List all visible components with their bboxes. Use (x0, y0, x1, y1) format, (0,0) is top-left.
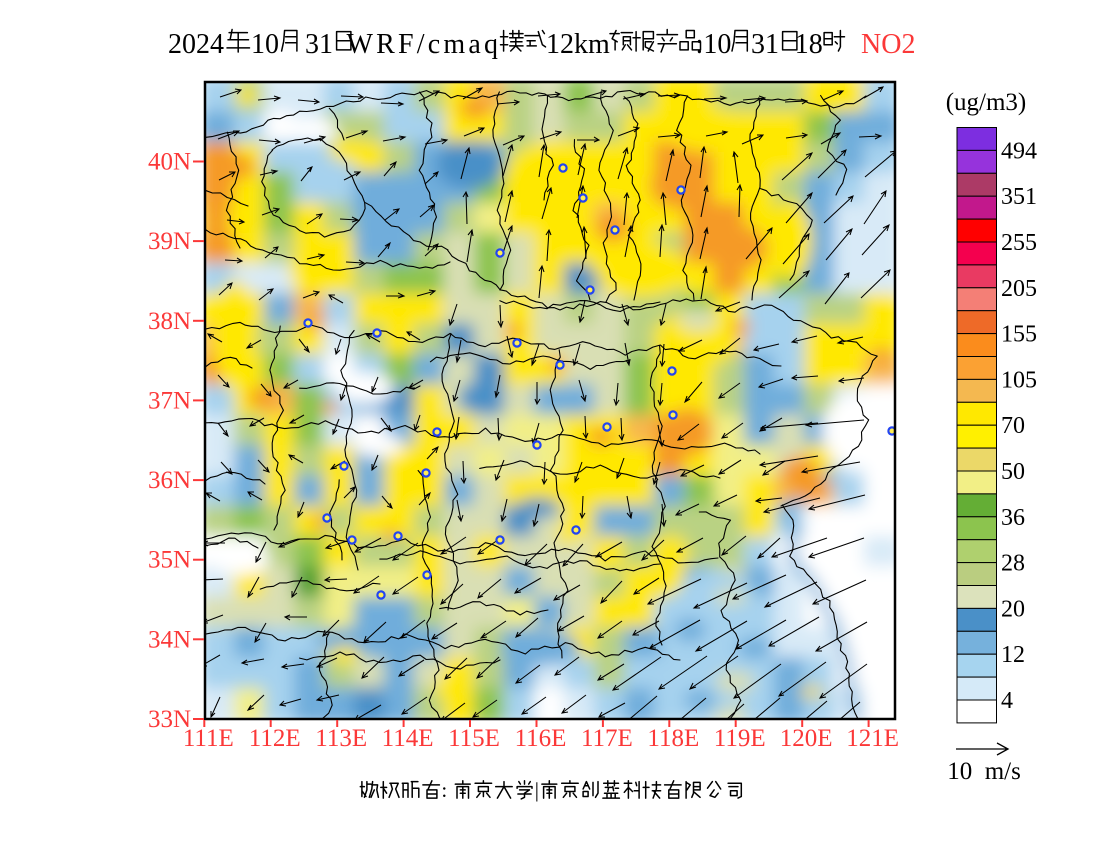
svg-text:114E: 114E (382, 725, 434, 752)
svg-text:50: 50 (1001, 459, 1025, 485)
svg-text:38N: 38N (148, 308, 191, 335)
svg-text:36: 36 (1001, 505, 1025, 531)
svg-text:205: 205 (1001, 276, 1037, 302)
svg-text:36N: 36N (148, 467, 191, 494)
svg-text:31: 31 (305, 29, 333, 60)
svg-text:121E: 121E (846, 725, 899, 752)
svg-text:20: 20 (1001, 596, 1025, 622)
svg-text:10: 10 (703, 29, 731, 60)
svg-text:10 m/s: 10 m/s (947, 758, 1021, 785)
svg-text:28: 28 (1001, 551, 1025, 577)
svg-text:31: 31 (751, 29, 779, 60)
svg-text:18: 18 (795, 29, 823, 60)
svg-text:NO2: NO2 (861, 29, 915, 60)
svg-text:112E: 112E (249, 725, 301, 752)
svg-text:117E: 117E (581, 725, 633, 752)
svg-text:119E: 119E (714, 725, 766, 752)
svg-text:115E: 115E (448, 725, 500, 752)
svg-text:70: 70 (1001, 413, 1025, 439)
svg-text:39N: 39N (148, 228, 191, 255)
svg-text:12km: 12km (546, 29, 610, 60)
svg-text:118E: 118E (647, 725, 699, 752)
svg-text:10: 10 (251, 29, 279, 60)
svg-text:4: 4 (1001, 688, 1013, 714)
svg-text:|: | (535, 778, 539, 802)
svg-text:12: 12 (1001, 642, 1025, 668)
svg-text:WRF/cmaq: WRF/cmaq (347, 29, 502, 60)
svg-text::: : (441, 778, 452, 802)
svg-text::: : (696, 29, 704, 60)
svg-text:255: 255 (1001, 230, 1037, 256)
svg-text:37N: 37N (148, 387, 191, 414)
svg-text:351: 351 (1001, 184, 1037, 210)
svg-text:2024: 2024 (168, 29, 224, 60)
svg-text:113E: 113E (315, 725, 367, 752)
svg-text:120E: 120E (780, 725, 833, 752)
svg-text:33N: 33N (148, 706, 191, 733)
svg-text:34N: 34N (148, 626, 191, 653)
svg-text:494: 494 (1001, 138, 1037, 164)
svg-text:35N: 35N (148, 547, 191, 574)
svg-text:111E: 111E (183, 725, 234, 752)
svg-text:105: 105 (1001, 367, 1037, 393)
svg-text:155: 155 (1001, 322, 1037, 348)
svg-text:116E: 116E (515, 725, 567, 752)
svg-text:40N: 40N (148, 149, 191, 176)
svg-text:(ug/m3): (ug/m3) (946, 89, 1027, 116)
